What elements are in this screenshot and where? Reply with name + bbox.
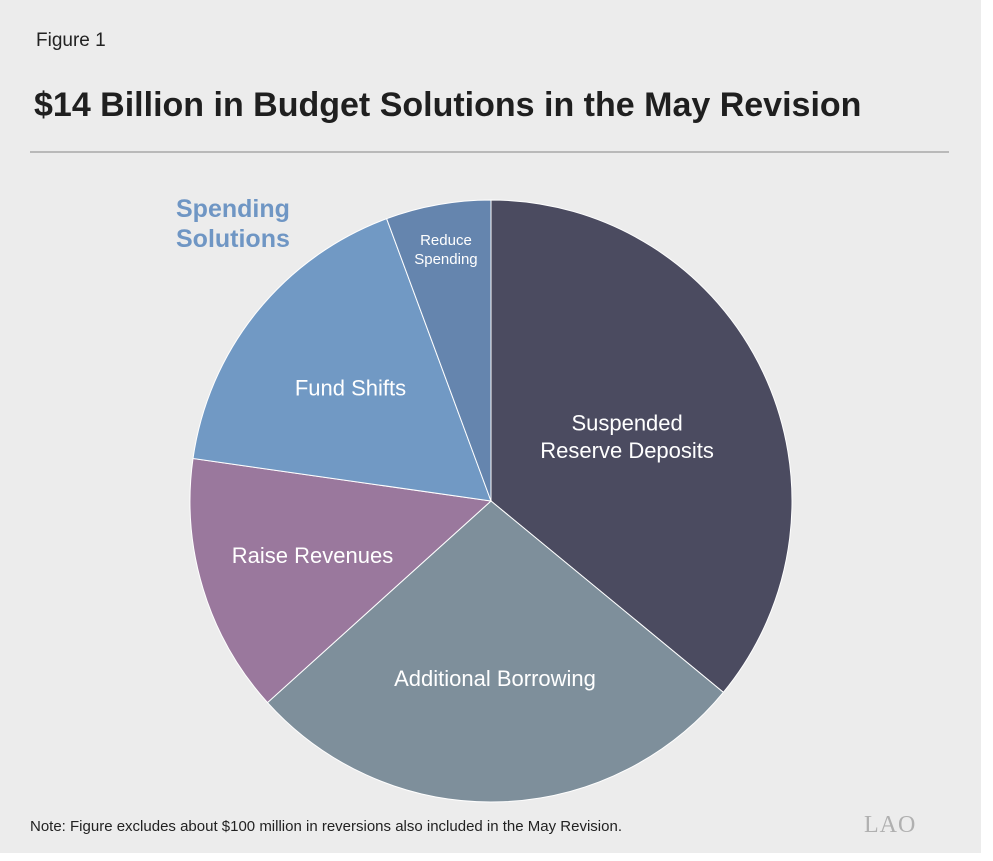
- pie-label-line: Reduce: [420, 232, 472, 249]
- spending-solutions-label-line1: Spending: [176, 195, 290, 223]
- spending-solutions-label: Spending Solutions: [176, 194, 290, 254]
- pie-label-raise-revenues: Raise Revenues: [232, 543, 393, 568]
- chart-title: $14 Billion in Budget Solutions in the M…: [34, 86, 862, 124]
- pie-label-line: Fund Shifts: [295, 375, 406, 400]
- pie-slice-fund-shifts: [192, 218, 492, 502]
- pie-label-fund-shifts: Fund Shifts: [295, 375, 406, 400]
- pie-label-line: Suspended: [571, 411, 682, 436]
- lao-logo: LAO: [864, 812, 917, 838]
- pie-slice-raise-revenues: [189, 457, 493, 704]
- figure-label: Figure 1: [36, 30, 106, 51]
- pie-label-line: Additional Borrowing: [394, 666, 596, 691]
- pie-slice-reduce-spending: [385, 199, 492, 502]
- title-divider: [30, 151, 949, 153]
- figure-panel: Figure 1 $14 Billion in Budget Solutions…: [0, 0, 981, 853]
- pie-label-line: Spending: [414, 251, 477, 268]
- footnote: Note: Figure excludes about $100 million…: [30, 818, 622, 835]
- pie-label-reduce-spending: Reduce Spending: [414, 232, 477, 268]
- pie-label-additional-borrowing: Additional Borrowing: [394, 666, 596, 691]
- pie-label-suspended-reserve-deposits: Suspended Reserve Deposits: [540, 411, 714, 464]
- pie-label-line: Raise Revenues: [232, 543, 393, 568]
- pie-label-line: Reserve Deposits: [540, 438, 714, 463]
- pie-slice-suspended-reserve-deposits: [490, 199, 793, 694]
- pie-chart: Suspended Reserve Deposits Additional Borr…: [189, 199, 793, 803]
- pie-slice-additional-borrowing: [266, 500, 725, 803]
- spending-solutions-label-line2: Solutions: [176, 225, 290, 253]
